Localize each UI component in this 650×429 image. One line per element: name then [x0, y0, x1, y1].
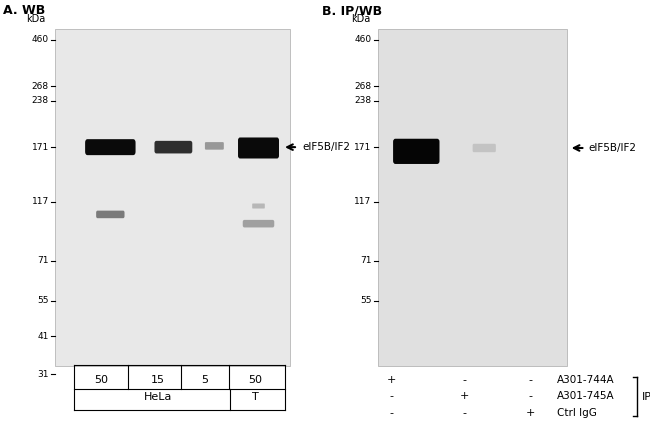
Text: -: - [528, 391, 532, 402]
Text: +: + [387, 375, 396, 386]
Text: 117: 117 [32, 197, 49, 206]
Text: A. WB: A. WB [3, 4, 46, 17]
Text: 41: 41 [38, 332, 49, 341]
Text: IP: IP [642, 392, 650, 402]
Text: eIF5B/IF2: eIF5B/IF2 [303, 142, 350, 152]
FancyBboxPatch shape [85, 139, 136, 155]
Text: 238: 238 [32, 97, 49, 106]
Bar [55, 30, 290, 366]
FancyBboxPatch shape [252, 203, 265, 208]
Text: 5: 5 [202, 375, 209, 386]
FancyBboxPatch shape [242, 220, 274, 227]
FancyBboxPatch shape [155, 141, 192, 154]
Text: Ctrl IgG: Ctrl IgG [557, 408, 597, 418]
FancyBboxPatch shape [393, 139, 439, 164]
Text: 55: 55 [37, 296, 49, 305]
Text: +: + [526, 408, 536, 418]
Text: 15: 15 [151, 375, 164, 386]
Text: 71: 71 [360, 256, 372, 265]
Text: -: - [462, 408, 466, 418]
Text: -: - [528, 375, 532, 386]
Text: 238: 238 [354, 97, 372, 106]
FancyBboxPatch shape [473, 144, 496, 152]
Bar [378, 30, 567, 366]
Text: 171: 171 [32, 143, 49, 151]
Text: kDa: kDa [350, 14, 370, 24]
Text: -: - [389, 391, 393, 402]
Text: kDa: kDa [27, 14, 46, 24]
Text: HeLa: HeLa [144, 392, 172, 402]
Text: 55: 55 [360, 296, 372, 305]
FancyBboxPatch shape [96, 211, 125, 218]
FancyBboxPatch shape [205, 142, 224, 150]
Text: -: - [462, 375, 466, 386]
Text: A301-745A: A301-745A [557, 391, 615, 402]
Text: 71: 71 [37, 256, 49, 265]
FancyBboxPatch shape [238, 137, 279, 158]
Text: B. IP/WB: B. IP/WB [322, 4, 382, 17]
Text: 50: 50 [94, 375, 108, 386]
Text: 31: 31 [37, 370, 49, 379]
Text: 460: 460 [32, 36, 49, 45]
Text: +: + [460, 391, 469, 402]
Text: 268: 268 [354, 82, 372, 91]
Text: 117: 117 [354, 197, 372, 206]
Text: 171: 171 [354, 143, 372, 151]
Text: eIF5B/IF2: eIF5B/IF2 [589, 143, 636, 153]
Text: 50: 50 [248, 375, 263, 386]
Text: 268: 268 [32, 82, 49, 91]
Text: T: T [252, 392, 259, 402]
Text: 460: 460 [354, 36, 372, 45]
Text: -: - [389, 408, 393, 418]
Text: A301-744A: A301-744A [557, 375, 615, 386]
